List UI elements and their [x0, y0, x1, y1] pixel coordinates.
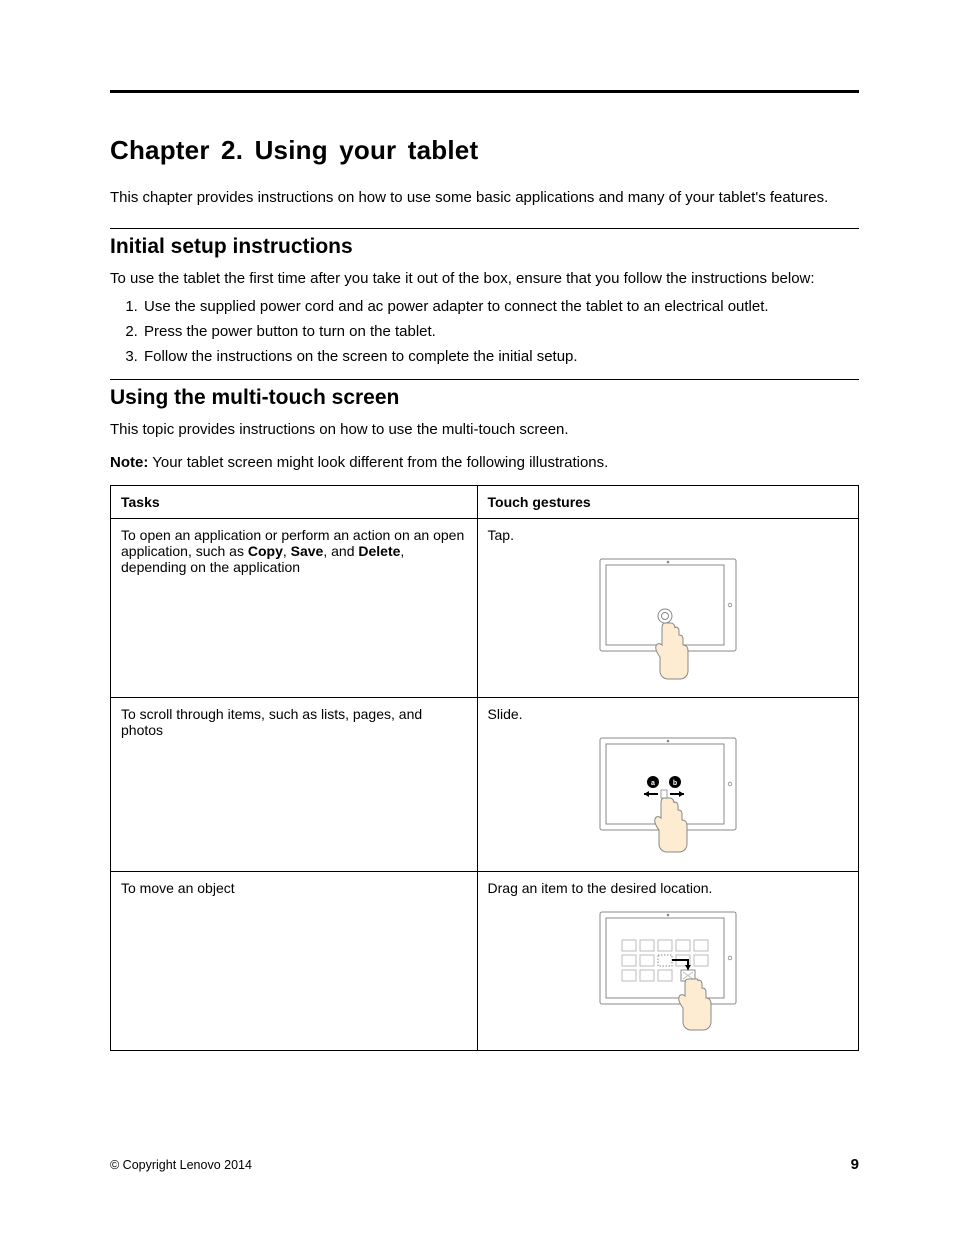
page-footer: © Copyright Lenovo 2014 9 [110, 1156, 859, 1173]
task-cell: To open an application or perform an act… [111, 518, 478, 697]
table-row: To move an object Drag an item to the de… [111, 871, 859, 1050]
tap-illustration [488, 549, 848, 689]
gesture-cell: Tap. [477, 518, 858, 697]
note-text: Your tablet screen might look different … [148, 454, 608, 471]
drag-icon [588, 906, 748, 1036]
copyright-text: © Copyright Lenovo 2014 [110, 1158, 252, 1172]
section-rule-1 [110, 228, 859, 229]
gesture-label-slide: Slide. [488, 706, 848, 722]
gesture-label-drag: Drag an item to the desired location. [488, 880, 848, 896]
th-tasks: Tasks [111, 485, 478, 518]
table-header-row: Tasks Touch gestures [111, 485, 859, 518]
gesture-cell: Slide. a b [477, 697, 858, 871]
svg-text:a: a [651, 780, 655, 787]
slide-icon: a b [588, 732, 748, 857]
section1-title: Initial setup instructions [110, 235, 859, 259]
tap-icon [588, 553, 748, 683]
table-row: To open an application or perform an act… [111, 518, 859, 697]
gesture-table: Tasks Touch gestures To open an applicat… [110, 485, 859, 1051]
section2-note: Note: Your tablet screen might look diff… [110, 454, 859, 471]
page: Chapter 2. Using your tablet This chapte… [0, 0, 954, 1235]
section1-steps: Use the supplied power cord and ac power… [110, 298, 859, 365]
chapter-title: Chapter 2. Using your tablet [110, 135, 859, 166]
step-2: Press the power button to turn on the ta… [142, 323, 859, 340]
table-row: To scroll through items, such as lists, … [111, 697, 859, 871]
slide-illustration: a b [488, 728, 848, 863]
gesture-cell: Drag an item to the desired location. [477, 871, 858, 1050]
task-cell: To scroll through items, such as lists, … [111, 697, 478, 871]
drag-illustration [488, 902, 848, 1042]
section2-title: Using the multi-touch screen [110, 386, 859, 410]
section-rule-2 [110, 379, 859, 380]
task-cell: To move an object [111, 871, 478, 1050]
note-label: Note: [110, 454, 148, 471]
page-number: 9 [851, 1156, 859, 1173]
svg-text:b: b [673, 780, 677, 787]
section1-intro: To use the tablet the first time after y… [110, 269, 859, 289]
step-3: Follow the instructions on the screen to… [142, 348, 859, 365]
section2-intro: This topic provides instructions on how … [110, 420, 859, 440]
step-1: Use the supplied power cord and ac power… [142, 298, 859, 315]
top-rule [110, 90, 859, 93]
gesture-label-tap: Tap. [488, 527, 848, 543]
th-gestures: Touch gestures [477, 485, 858, 518]
chapter-intro: This chapter provides instructions on ho… [110, 188, 859, 208]
